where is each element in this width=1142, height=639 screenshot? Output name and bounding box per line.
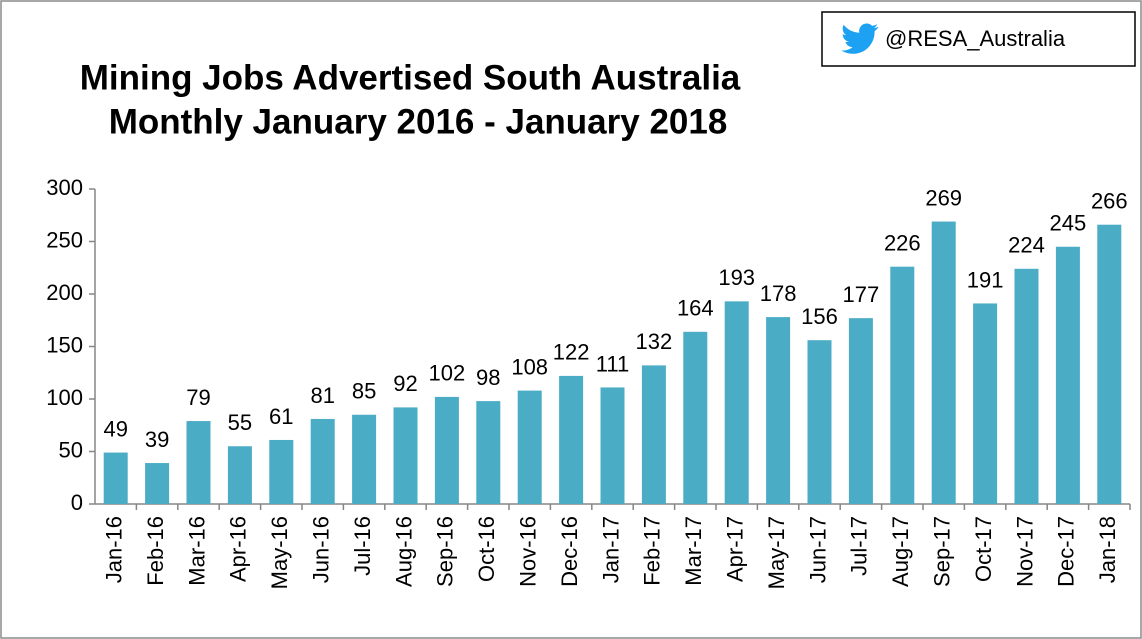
bar: [1097, 224, 1122, 504]
bar: [890, 266, 915, 504]
data-label: 269: [925, 185, 962, 210]
data-label: 156: [801, 304, 838, 329]
data-label: 177: [843, 282, 880, 307]
bar: [145, 463, 170, 504]
x-tick-label: Apr-17: [723, 516, 748, 582]
data-label: 164: [677, 296, 714, 321]
x-tick-label: Nov-17: [1012, 516, 1037, 587]
x-tick-label: Dec-16: [557, 516, 582, 587]
badge-box: [821, 11, 1136, 67]
badge-text: @RESA_Australia: [885, 26, 1066, 51]
x-tick-label: Sep-16: [433, 516, 458, 587]
x-tick-label: Apr-16: [226, 516, 251, 582]
data-label: 178: [760, 281, 797, 306]
bar: [931, 221, 956, 505]
data-label: 85: [352, 379, 376, 404]
x-tick-label: May-17: [764, 516, 789, 589]
data-label: 111: [596, 351, 629, 376]
bar: [310, 418, 335, 504]
data-label: 191: [967, 267, 1004, 292]
x-tick-label: Aug-16: [391, 516, 416, 587]
x-tick-label: Mar-17: [681, 516, 706, 586]
bar: [434, 396, 459, 504]
data-label: 61: [269, 404, 293, 429]
x-tick-label: Jun-17: [805, 516, 830, 583]
bar: [683, 331, 708, 504]
data-label: 266: [1091, 189, 1128, 214]
bar: [559, 375, 584, 504]
y-tick-label: 250: [46, 227, 83, 252]
bar: [848, 318, 873, 504]
bar: [269, 439, 294, 504]
x-tick-label: May-16: [267, 516, 292, 589]
data-label: 132: [636, 329, 673, 354]
x-tick-label: Jan-17: [598, 516, 623, 583]
bar: [103, 452, 128, 504]
data-label: 224: [1008, 233, 1045, 258]
x-tick-label: Feb-16: [143, 516, 168, 586]
x-tick-label: Oct-16: [474, 516, 499, 582]
bar: [600, 387, 625, 504]
x-tick-label: Jan-18: [1095, 516, 1120, 583]
bar: [476, 401, 501, 504]
data-label: 49: [103, 416, 127, 441]
bar: [1055, 246, 1080, 504]
data-label: 98: [476, 365, 500, 390]
x-tick-label: Jan-16: [102, 516, 127, 583]
bar: [517, 390, 542, 504]
data-label: 193: [718, 265, 755, 290]
y-tick-label: 100: [46, 385, 83, 410]
bar: [393, 407, 418, 504]
data-label: 226: [884, 231, 921, 256]
bar: [186, 421, 211, 504]
y-tick-label: 0: [71, 490, 83, 515]
x-tick-label: Oct-17: [971, 516, 996, 582]
chart-title: Mining Jobs Advertised South Australia: [80, 58, 741, 97]
data-label: 39: [145, 427, 169, 452]
x-tick-label: Feb-17: [640, 516, 665, 586]
data-label: 245: [1050, 211, 1087, 236]
y-tick-label: 150: [46, 332, 83, 357]
y-tick-label: 200: [46, 280, 83, 305]
bar: [641, 365, 666, 504]
x-tick-label: Nov-16: [516, 516, 541, 587]
data-label: 79: [186, 385, 210, 410]
y-tick-label: 50: [59, 437, 83, 462]
data-label: 108: [511, 354, 548, 379]
y-tick-label: 300: [46, 175, 83, 200]
data-label: 81: [310, 383, 334, 408]
data-label: 55: [228, 410, 252, 435]
data-label: 122: [553, 340, 590, 365]
bar: [807, 340, 832, 504]
x-tick-label: Jul-17: [847, 516, 872, 576]
x-tick-label: Jul-16: [350, 516, 375, 576]
bar: [227, 446, 252, 504]
twitter-icon: [841, 23, 879, 54]
chart-title: Monthly January 2016 - January 2018: [109, 102, 728, 141]
x-tick-label: Aug-17: [888, 516, 913, 587]
bar: [724, 301, 749, 504]
x-tick-label: Mar-16: [184, 516, 209, 586]
bar: [352, 414, 377, 504]
data-label: 102: [429, 361, 466, 386]
x-tick-label: Jun-16: [309, 516, 334, 583]
x-tick-label: Sep-17: [930, 516, 955, 587]
x-tick-label: Dec-17: [1054, 516, 1079, 587]
data-label: 92: [393, 371, 417, 396]
bar: [1014, 268, 1039, 504]
bar: [973, 303, 998, 504]
bar: [766, 317, 791, 504]
